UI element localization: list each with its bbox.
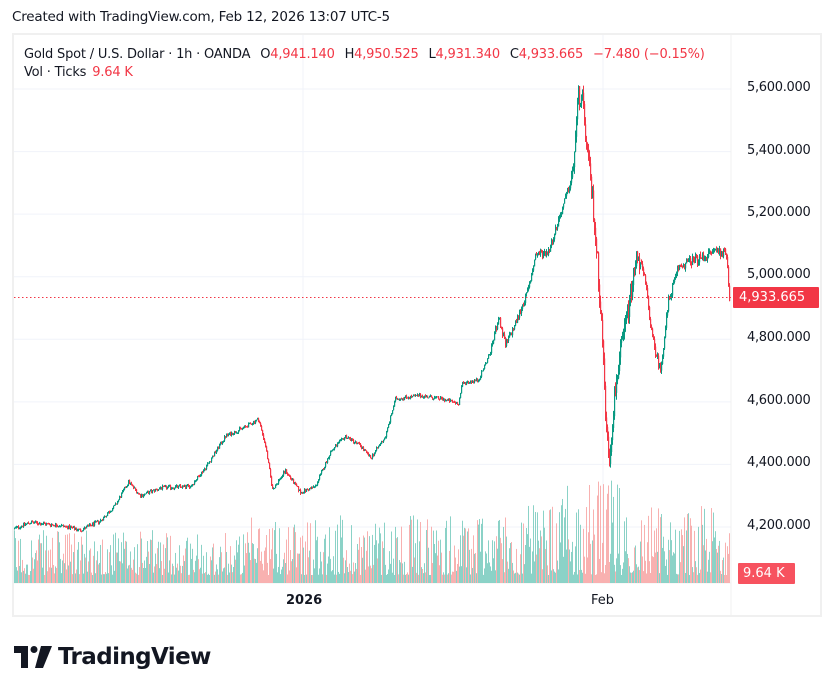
low-label: L	[428, 47, 436, 62]
change-value: −7.480 (−0.15%)	[593, 47, 705, 62]
high-label: H	[344, 47, 355, 62]
grid-lines	[14, 35, 731, 583]
volume-legend: Vol · Ticks 9.64 K	[24, 65, 133, 80]
price-axis-label: 4,200.000	[747, 518, 811, 533]
symbol-legend: Gold Spot / U.S. Dollar · 1h · OANDA O4,…	[24, 45, 705, 65]
last-volume-tag: 9.64 K	[738, 563, 795, 584]
time-axis-label-feb: Feb	[591, 593, 615, 608]
tradingview-logo-icon	[14, 646, 52, 668]
volume-label: Vol · Ticks	[24, 65, 87, 80]
tradingview-logo-text: TradingView	[58, 644, 211, 670]
price-axis-label: 5,000.000	[747, 267, 811, 282]
symbol-description: Gold Spot / U.S. Dollar · 1h · OANDA	[24, 47, 251, 62]
tradingview-logo[interactable]: TradingView	[14, 643, 211, 671]
volume-bars	[14, 480, 730, 583]
price-axis-label: 5,600.000	[747, 80, 811, 95]
price-axis-label: 5,200.000	[747, 205, 811, 220]
price-axis-label: 4,400.000	[747, 455, 811, 470]
price-axis-label: 4,600.000	[747, 393, 811, 408]
close-value: 4,933.665	[518, 47, 584, 62]
open-value: 4,941.140	[270, 47, 335, 62]
created-with-caption: Created with TradingView.com, Feb 12, 20…	[12, 9, 390, 25]
price-candles	[14, 85, 731, 533]
chart-frame	[12, 33, 822, 617]
high-value: 4,950.525	[354, 47, 419, 62]
price-axis-label: 5,400.000	[747, 143, 811, 158]
price-axis-label: 4,800.000	[747, 330, 811, 345]
last-price-tag: 4,933.665	[733, 287, 819, 308]
open-label: O	[260, 47, 271, 62]
close-label: C	[509, 47, 519, 62]
low-value: 4,931.340	[435, 47, 501, 62]
volume-value: 9.64 K	[92, 65, 133, 80]
time-axis-label-2026: 2026	[286, 593, 323, 608]
